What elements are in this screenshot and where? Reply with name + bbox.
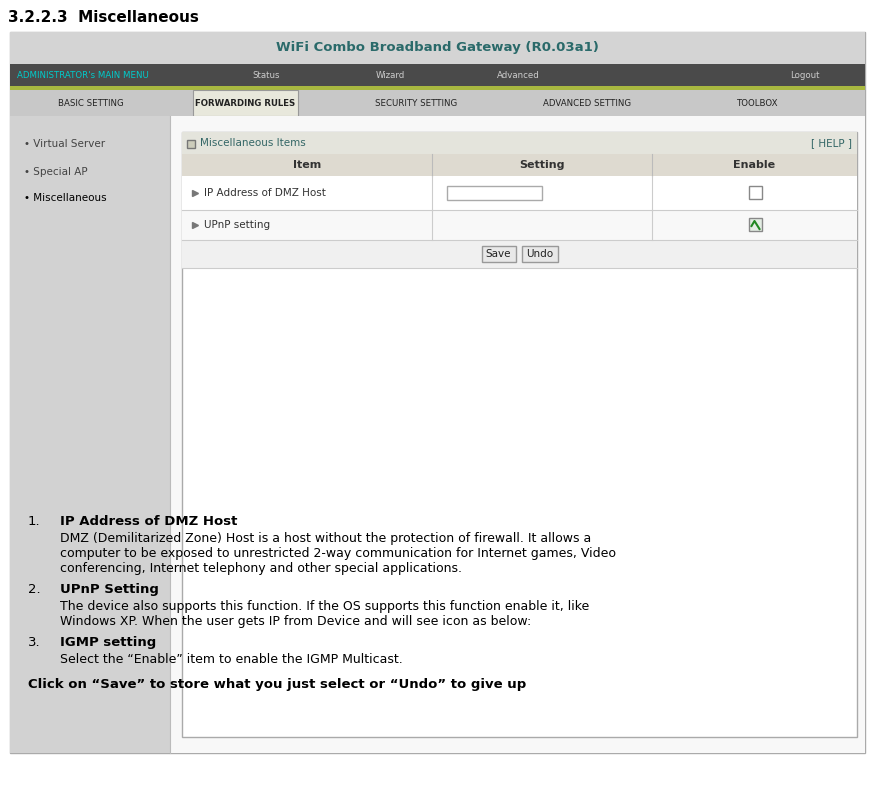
Bar: [447, 186, 542, 200]
Text: Advanced: Advanced: [497, 71, 540, 79]
Bar: [187, 140, 195, 148]
Text: DMZ (Demilitarized Zone) Host is a host without the protection of firewall. It a: DMZ (Demilitarized Zone) Host is a host …: [60, 532, 592, 545]
Text: 1.: 1.: [28, 515, 40, 528]
Bar: [182, 132, 857, 737]
Text: 3.: 3.: [28, 636, 40, 649]
Text: UPnP Setting: UPnP Setting: [60, 583, 159, 596]
Text: Miscellaneous Items: Miscellaneous Items: [200, 138, 305, 148]
Text: ADMINISTRATOR's MAIN MENU: ADMINISTRATOR's MAIN MENU: [17, 71, 149, 79]
Bar: [182, 154, 857, 176]
Bar: [748, 218, 761, 231]
Text: 3.2.2.3  Miscellaneous: 3.2.2.3 Miscellaneous: [8, 10, 199, 25]
Text: FORWARDING RULES: FORWARDING RULES: [195, 98, 295, 108]
Text: Wizard: Wizard: [376, 71, 405, 79]
Text: SECURITY SETTING: SECURITY SETTING: [375, 98, 458, 108]
Text: WiFi Combo Broadband Gateway (R0.03a1): WiFi Combo Broadband Gateway (R0.03a1): [276, 42, 598, 54]
Bar: [182, 176, 857, 210]
Text: conferencing, Internet telephony and other special applications.: conferencing, Internet telephony and oth…: [60, 562, 462, 575]
Text: computer to be exposed to unrestricted 2-way communication for Internet games, V: computer to be exposed to unrestricted 2…: [60, 547, 616, 560]
Bar: [182, 210, 857, 240]
Text: Windows XP. When the user gets IP from Device and will see icon as below:: Windows XP. When the user gets IP from D…: [60, 615, 531, 628]
Text: Select the “Enable” item to enable the IGMP Multicast.: Select the “Enable” item to enable the I…: [60, 653, 402, 666]
Text: TOOLBOX: TOOLBOX: [738, 98, 779, 108]
Text: • Virtual Server: • Virtual Server: [24, 139, 105, 149]
Bar: [10, 64, 865, 86]
Bar: [170, 116, 865, 753]
Bar: [481, 246, 515, 262]
Text: IGMP setting: IGMP setting: [60, 636, 157, 649]
Bar: [748, 186, 761, 199]
Text: Undo: Undo: [526, 249, 553, 259]
Text: • Miscellaneous: • Miscellaneous: [24, 193, 107, 203]
Text: Status: Status: [253, 71, 280, 79]
Text: Setting: Setting: [519, 160, 564, 170]
Bar: [10, 86, 865, 90]
Bar: [10, 116, 170, 753]
Text: Enable: Enable: [733, 160, 775, 170]
Bar: [192, 90, 298, 116]
Text: ADVANCED SETTING: ADVANCED SETTING: [543, 98, 631, 108]
Text: 2.: 2.: [28, 583, 40, 596]
Bar: [10, 90, 865, 116]
Text: [ HELP ]: [ HELP ]: [811, 138, 852, 148]
Text: Item: Item: [293, 160, 321, 170]
Bar: [182, 240, 857, 268]
Text: The device also supports this function. If the OS supports this function enable : The device also supports this function. …: [60, 600, 589, 613]
Text: BASIC SETTING: BASIC SETTING: [59, 98, 124, 108]
Text: IP Address of DMZ Host: IP Address of DMZ Host: [204, 188, 326, 198]
Text: IP Address of DMZ Host: IP Address of DMZ Host: [60, 515, 237, 528]
Bar: [10, 32, 865, 64]
Bar: [182, 132, 857, 154]
Text: Save: Save: [486, 249, 511, 259]
Bar: [522, 246, 557, 262]
Text: • Special AP: • Special AP: [24, 167, 88, 177]
Text: Logout: Logout: [790, 71, 820, 79]
Text: Click on “Save” to store what you just select or “Undo” to give up: Click on “Save” to store what you just s…: [28, 678, 526, 691]
Text: UPnP setting: UPnP setting: [204, 220, 270, 230]
